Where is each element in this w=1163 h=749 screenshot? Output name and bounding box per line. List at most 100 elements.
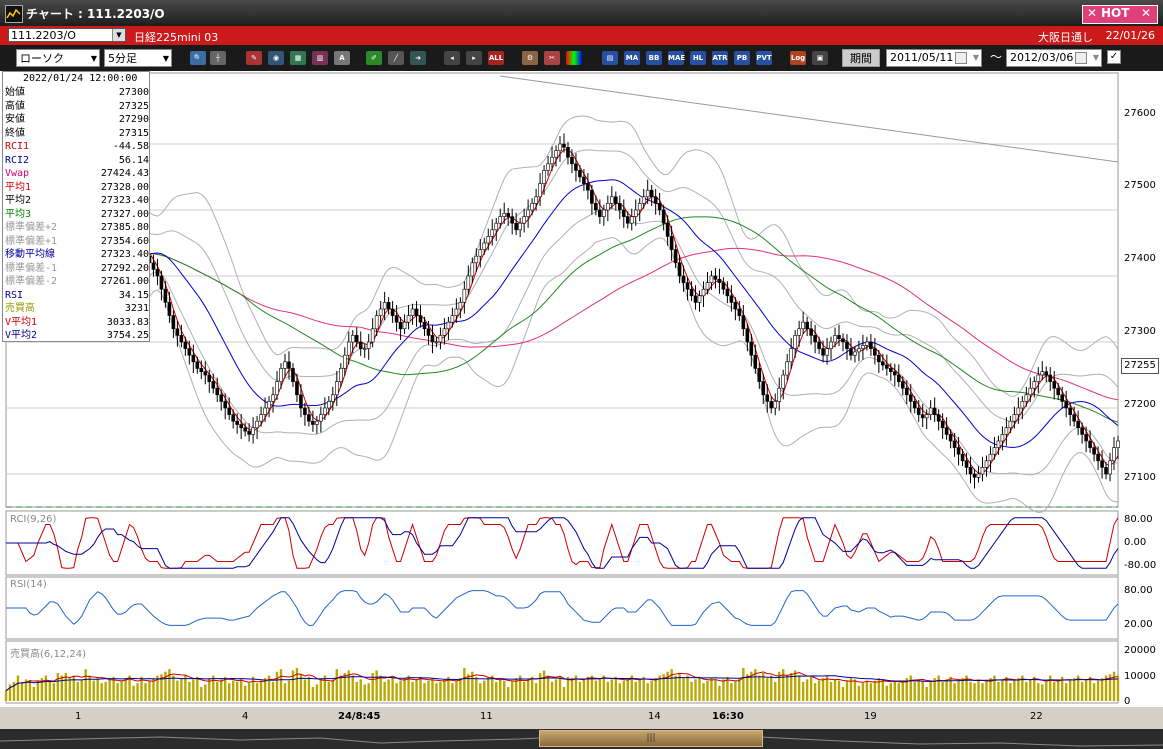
chart-type-select[interactable]: ローソク ▼ bbox=[16, 49, 100, 67]
info-row: 標準偏差+1 27354.60 bbox=[5, 235, 149, 249]
volume-bar bbox=[602, 675, 606, 701]
hl-button[interactable]: HL bbox=[690, 51, 706, 65]
candle-body bbox=[845, 341, 849, 349]
candle-body bbox=[275, 381, 279, 396]
volume-bar bbox=[192, 679, 195, 701]
info-label: V平均2 bbox=[5, 330, 38, 341]
chart-area[interactable] bbox=[0, 71, 1163, 707]
period-button[interactable]: 期間 bbox=[842, 49, 880, 67]
candle-body bbox=[1044, 371, 1049, 376]
candle-left-icon[interactable]: ◂ bbox=[444, 51, 460, 65]
volume-bar bbox=[391, 676, 394, 701]
info-label: V平均1 bbox=[5, 316, 38, 328]
crosshair-icon[interactable]: ┼ bbox=[210, 51, 226, 65]
close-icon[interactable]: ✕ bbox=[1141, 6, 1152, 20]
atr-button[interactable]: ATR bbox=[712, 51, 728, 65]
pb-button[interactable]: PB bbox=[734, 51, 750, 65]
chevron-down-icon[interactable]: ▼ bbox=[972, 53, 979, 62]
log-button[interactable]: Log bbox=[790, 51, 806, 65]
candle-body bbox=[299, 394, 303, 409]
candle-body bbox=[163, 288, 168, 303]
volume-bar bbox=[415, 679, 418, 701]
pvt-button[interactable]: PVT bbox=[756, 51, 772, 65]
scroll-thumb[interactable]: ||| bbox=[539, 730, 763, 747]
candle-body bbox=[1100, 460, 1104, 468]
candle-body bbox=[773, 401, 778, 409]
ma-button[interactable]: MA bbox=[624, 51, 640, 65]
color-icon[interactable] bbox=[566, 51, 582, 65]
draw-icon[interactable]: ✎ bbox=[246, 51, 262, 65]
volume-bar bbox=[889, 683, 893, 701]
info-value: 27261.00 bbox=[100, 276, 149, 287]
candle-body bbox=[813, 335, 817, 343]
hot-button[interactable]: ✕ HOT ✕ bbox=[1082, 5, 1158, 24]
candle-body bbox=[574, 163, 578, 171]
indicator-icon[interactable]: ▤ bbox=[602, 51, 618, 65]
chevron-down-icon[interactable]: ▼ bbox=[112, 29, 125, 41]
volume-bar bbox=[698, 676, 701, 701]
volume-bar bbox=[172, 675, 175, 701]
time-scrollbar[interactable]: ||| bbox=[0, 729, 1163, 749]
candle-body bbox=[390, 308, 395, 316]
volume-bar bbox=[220, 679, 223, 701]
zoom-icon[interactable]: 🔍 bbox=[190, 51, 206, 65]
candle-body bbox=[809, 328, 813, 336]
line-icon[interactable]: ╱ bbox=[388, 51, 404, 65]
all-icon[interactable]: ALL bbox=[488, 51, 504, 65]
window-icon[interactable]: ▣ bbox=[812, 51, 828, 65]
volume-bar bbox=[168, 669, 171, 701]
bb-button[interactable]: BB bbox=[646, 51, 662, 65]
settings-icon[interactable]: ⚙ bbox=[522, 51, 538, 65]
candle-body bbox=[1036, 374, 1041, 382]
info-row: Vwap 27424.43 bbox=[5, 167, 149, 181]
date-from-field[interactable]: 2011/05/11 ▼ bbox=[886, 49, 982, 67]
candle-body bbox=[522, 216, 526, 224]
mae-button[interactable]: MAE bbox=[668, 51, 685, 65]
candle-body bbox=[713, 275, 718, 280]
candle-body bbox=[817, 341, 821, 349]
chart-canvas[interactable] bbox=[0, 71, 1163, 707]
volume-bar bbox=[283, 683, 287, 701]
chevron-down-icon[interactable]: ▼ bbox=[1092, 53, 1099, 62]
volume-bar bbox=[722, 679, 725, 701]
volume-bar bbox=[706, 680, 709, 701]
ma2-line bbox=[5, 179, 1119, 448]
candle-body bbox=[550, 156, 554, 165]
calendar-icon[interactable] bbox=[955, 52, 967, 64]
symbol-select[interactable]: 111.2203/O ▼ bbox=[8, 28, 126, 42]
candle-body bbox=[358, 341, 363, 349]
candle-body bbox=[614, 196, 618, 204]
candle-body bbox=[765, 394, 770, 402]
volume-bar bbox=[72, 675, 75, 701]
text-icon[interactable]: A bbox=[334, 51, 350, 65]
candle-body bbox=[976, 473, 981, 478]
candle-body bbox=[398, 321, 403, 330]
info-row: 高値 27325 bbox=[5, 100, 149, 114]
candle-body bbox=[434, 341, 439, 344]
candle-body bbox=[430, 335, 435, 343]
date-to-field[interactable]: 2012/03/06 ▼ bbox=[1006, 49, 1102, 67]
candle-right-icon[interactable]: ▸ bbox=[466, 51, 482, 65]
info-label: 終値 bbox=[5, 127, 25, 139]
volume-bar bbox=[941, 681, 944, 701]
candle-body bbox=[741, 315, 746, 330]
candle-body bbox=[936, 414, 941, 422]
search-icon[interactable]: ◉ bbox=[268, 51, 284, 65]
volume-bar bbox=[339, 675, 342, 701]
chart-icon[interactable]: ▥ bbox=[312, 51, 328, 65]
interval-value: 5分足 bbox=[108, 52, 137, 65]
volume-bar bbox=[917, 679, 920, 701]
candle-body bbox=[466, 275, 471, 290]
volume-bar bbox=[526, 679, 530, 701]
x-tick: 14 bbox=[648, 711, 661, 722]
calendar-icon[interactable] bbox=[1075, 52, 1087, 64]
pen-icon[interactable]: ✐ bbox=[366, 51, 382, 65]
info-label: 平均2 bbox=[5, 195, 32, 206]
interval-select[interactable]: 5分足 ▼ bbox=[104, 49, 172, 67]
grid-icon[interactable]: ▦ bbox=[290, 51, 306, 65]
candle-body bbox=[968, 467, 973, 475]
tools-icon[interactable]: ✂ bbox=[544, 51, 560, 65]
volume-bar bbox=[702, 683, 705, 701]
period-checkbox[interactable]: ✓ bbox=[1107, 50, 1121, 64]
arrow-icon[interactable]: ➜ bbox=[410, 51, 426, 65]
